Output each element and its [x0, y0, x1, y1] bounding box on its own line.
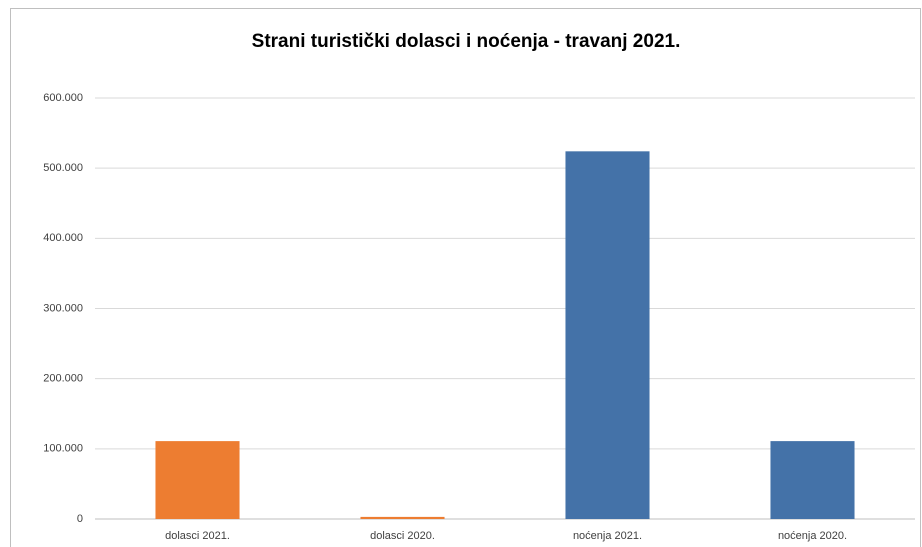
y-tick-label: 600.000 [43, 92, 83, 104]
x-tick-label: noćenja 2021. [573, 530, 642, 542]
x-tick-label: dolasci 2021. [165, 530, 230, 542]
x-tick-label: noćenja 2020. [778, 530, 847, 542]
y-tick-label: 200.000 [43, 373, 83, 385]
y-tick-label: 300.000 [43, 302, 83, 314]
y-tick-label: 100.000 [43, 443, 83, 455]
y-tick-label: 500.000 [43, 162, 83, 174]
bar [565, 151, 650, 519]
bar [155, 441, 240, 519]
x-tick-label: dolasci 2020. [370, 530, 435, 542]
chart-title: Strani turistički dolasci i noćenja - tr… [252, 31, 681, 52]
bar [360, 516, 445, 519]
y-tick-label: 400.000 [43, 232, 83, 244]
bar [770, 441, 855, 519]
y-tick-label: 0 [77, 513, 83, 525]
